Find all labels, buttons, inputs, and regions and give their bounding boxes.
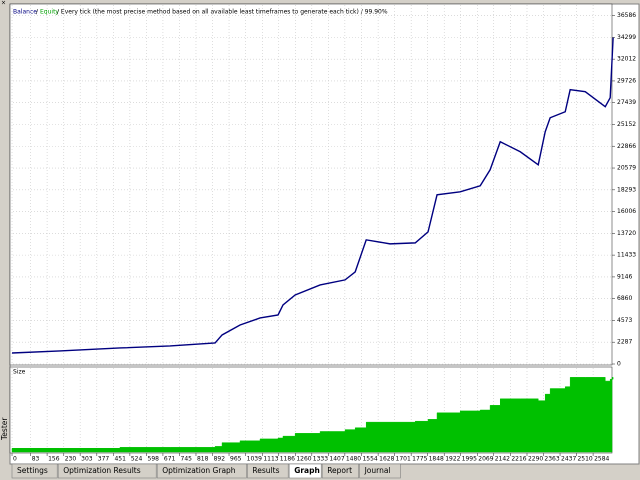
balance-line bbox=[11, 37, 614, 354]
x-tick-label: 1113 bbox=[263, 456, 278, 463]
tab-label[interactable]: Graph bbox=[294, 466, 320, 475]
tab-label[interactable]: Results bbox=[252, 466, 279, 475]
x-tick-label: 965 bbox=[230, 456, 242, 463]
y-tick-label: 11433 bbox=[617, 252, 636, 259]
size-label: Size bbox=[13, 369, 26, 376]
x-tick-label: 377 bbox=[98, 456, 110, 463]
y-tick-label: 29726 bbox=[617, 77, 636, 84]
x-tick-label: 2069 bbox=[478, 456, 493, 463]
x-tick-label: 0 bbox=[13, 456, 17, 463]
y-tick-label: 13720 bbox=[617, 230, 636, 237]
tab-bg[interactable] bbox=[156, 463, 247, 479]
x-tick-label: 1039 bbox=[247, 456, 262, 463]
legend-balance: Balance bbox=[13, 9, 37, 16]
x-tick-label: 1407 bbox=[329, 456, 344, 463]
y-tick-label: 22866 bbox=[617, 143, 636, 150]
x-tick-label: 156 bbox=[48, 456, 60, 463]
tab-bg[interactable] bbox=[11, 463, 58, 479]
tab-label[interactable]: Report bbox=[327, 466, 352, 475]
tab-bg[interactable] bbox=[359, 463, 401, 479]
tab-label[interactable]: Settings bbox=[17, 466, 48, 475]
x-tick-label: 1480 bbox=[346, 456, 361, 463]
x-tick-label: 83 bbox=[32, 456, 40, 463]
y-tick-label: 0 bbox=[617, 361, 621, 368]
x-tick-label: 2363 bbox=[544, 456, 559, 463]
x-tick-label: 2510 bbox=[577, 456, 592, 463]
x-tick-label: 2216 bbox=[511, 456, 526, 463]
balance-plot bbox=[9, 3, 613, 366]
x-tick-label: 892 bbox=[214, 456, 226, 463]
x-tick-label: 524 bbox=[131, 456, 143, 463]
x-tick-label: 1775 bbox=[412, 456, 427, 463]
x-tick-label: 303 bbox=[81, 456, 93, 463]
x-tick-label: 1333 bbox=[313, 456, 328, 463]
x-tick-label: 1995 bbox=[462, 456, 477, 463]
y-tick-label: 4573 bbox=[617, 317, 632, 324]
y-tick-label: 27439 bbox=[617, 99, 636, 106]
tab-label[interactable]: Optimization Results bbox=[63, 466, 141, 475]
tab-label[interactable]: Journal bbox=[364, 466, 391, 475]
x-tick-label: 2142 bbox=[495, 456, 510, 463]
x-tick-label: 1922 bbox=[445, 456, 460, 463]
y-tick-label: 16006 bbox=[617, 208, 636, 215]
x-tick-label: 1260 bbox=[296, 456, 311, 463]
y-tick-label: 34299 bbox=[617, 34, 636, 41]
tab-bg[interactable] bbox=[288, 463, 322, 479]
x-tick-label: 1848 bbox=[429, 456, 444, 463]
tab-bg[interactable] bbox=[247, 463, 289, 479]
x-tick-label: 818 bbox=[197, 456, 209, 463]
y-tick-label: 18293 bbox=[617, 186, 636, 193]
x-tick-label: 1554 bbox=[362, 456, 377, 463]
legend-equity: Equity bbox=[40, 9, 59, 16]
x-tick-label: 2290 bbox=[528, 456, 543, 463]
y-tick-label: 36586 bbox=[617, 12, 636, 19]
y-tick-label: 2287 bbox=[617, 339, 632, 346]
x-tick-label: 1628 bbox=[379, 456, 394, 463]
tab-bg[interactable] bbox=[57, 463, 157, 479]
x-tick-label: 2437 bbox=[561, 456, 576, 463]
tab-bg[interactable] bbox=[321, 463, 359, 479]
x-tick-label: 671 bbox=[164, 456, 176, 463]
y-tick-label: 20579 bbox=[617, 165, 636, 172]
y-tick-label: 9146 bbox=[617, 273, 632, 280]
y-tick-label: 32012 bbox=[617, 56, 636, 63]
tab-label[interactable]: Optimization Graph bbox=[162, 466, 236, 475]
x-tick-label: 1701 bbox=[396, 456, 411, 463]
y-tick-label: 6860 bbox=[617, 295, 632, 302]
x-tick-label: 1186 bbox=[280, 456, 295, 463]
x-tick-label: 451 bbox=[114, 456, 126, 463]
x-tick-label: 598 bbox=[148, 456, 160, 463]
size-area bbox=[11, 377, 614, 453]
x-tick-label: 230 bbox=[65, 456, 77, 463]
legend-info: / Every tick (the most precise method ba… bbox=[57, 9, 388, 16]
side-title: Tester bbox=[0, 417, 9, 441]
y-tick-label: 25152 bbox=[617, 121, 636, 128]
legend-separator: / bbox=[36, 9, 39, 16]
legend: Balance / Equity / Every tick (the most … bbox=[13, 9, 388, 16]
x-tick-label: 2584 bbox=[594, 456, 609, 463]
close-icon[interactable]: × bbox=[1, 0, 6, 7]
x-tick-label: 745 bbox=[181, 456, 193, 463]
